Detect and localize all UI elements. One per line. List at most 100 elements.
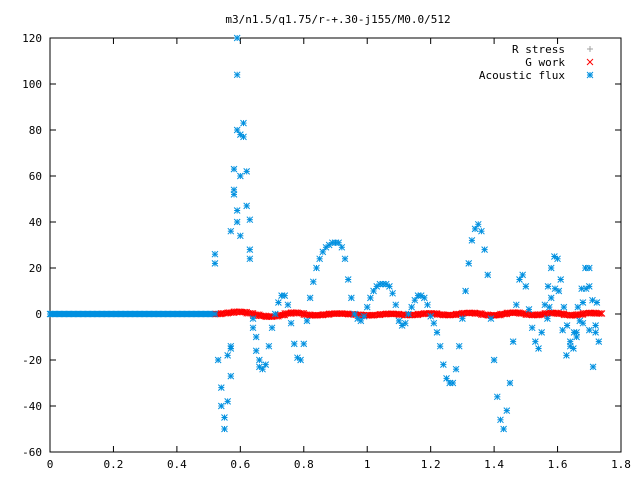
acoustic-flux-point [240,119,247,127]
g-work-point [585,309,593,317]
g-work-point [446,311,454,319]
g-work-point [554,310,561,318]
acoustic-flux-point [341,255,349,263]
g-work-point [230,308,238,316]
g-work-point [389,310,396,318]
x-tick-label: 1.4 [484,458,504,471]
g-work-point [440,311,447,319]
acoustic-flux-point [389,289,396,297]
acoustic-flux-point [271,310,279,318]
acoustic-flux-point [585,283,593,290]
acoustic-flux-point [465,260,473,267]
legend-label: G work [525,56,565,69]
g-work-point [566,312,574,319]
acoustic-flux-point [217,402,225,410]
acoustic-flux-point [528,324,536,332]
acoustic-flux-point [585,264,593,272]
g-work-point [256,312,263,320]
acoustic-flux-point [420,294,428,302]
acoustic-flux-point [493,393,501,401]
acoustic-flux-point [585,326,593,334]
acoustic-flux-point [436,342,444,350]
acoustic-flux-point [459,315,466,322]
g-work-point [522,311,530,319]
g-work-point [593,310,601,317]
acoustic-flux-point [256,356,263,364]
acoustic-flux-point [455,342,463,350]
acoustic-flux-point [224,352,231,359]
x-tick-label: 0.6 [230,458,250,471]
acoustic-flux-point [589,363,597,371]
g-work-point [471,310,479,317]
acoustic-flux-point [538,329,546,336]
acoustic-flux-point [338,243,346,251]
acoustic-flux-point [236,232,244,240]
legend-label: Acoustic flux [479,69,565,82]
acoustic-flux-point [211,310,219,318]
acoustic-flux-point [262,361,270,368]
acoustic-flux-point [440,361,447,368]
g-work-point [598,310,606,317]
acoustic-flux-point [547,294,555,302]
legend-marker [587,46,593,52]
acoustic-flux-point [500,425,507,433]
y-tick-label: -40 [22,400,42,413]
g-work-point [332,310,339,317]
g-work-point [278,311,285,319]
acoustic-flux-point [252,333,260,341]
x-tick-label: 0.8 [294,458,314,471]
g-work-point [414,310,422,318]
acoustic-flux-point [408,303,415,311]
acoustic-flux-point [427,312,435,320]
acoustic-flux-point [344,276,352,283]
acoustic-flux-point [522,283,530,290]
acoustic-flux-point [557,276,565,283]
g-work-point [535,311,542,318]
acoustic-flux-point [554,255,561,263]
g-work-point [376,310,384,318]
acoustic-flux-point [487,315,495,322]
acoustic-flux-point [211,250,219,258]
g-work-point [497,310,504,318]
acoustic-flux-point [306,294,314,302]
acoustic-flux-point [224,398,231,405]
acoustic-flux-point [535,345,542,352]
chart-title: m3/n1.5/q1.75/r-+.30-j155/M0.0/512 [225,13,450,26]
acoustic-flux-point [545,303,553,311]
g-work-point [541,309,549,317]
acoustic-flux-point [360,312,368,320]
g-work-point [243,309,251,317]
g-work-point [503,309,511,317]
acoustic-flux-point [544,315,551,322]
acoustic-flux-point [281,292,289,299]
acoustic-flux-point [211,260,219,267]
acoustic-flux-point [503,407,511,414]
g-work-point [370,311,377,319]
acoustic-flux-point [474,220,482,228]
acoustic-flux-point [246,255,254,263]
acoustic-flux-point [563,352,570,359]
acoustic-flux-point [287,319,295,327]
plot-area [46,34,606,433]
acoustic-flux-point [531,338,539,345]
g-work-point [595,310,603,317]
g-work-point [528,311,536,319]
g-work-point [420,309,428,317]
g-work-point [592,310,599,317]
acoustic-flux-point [478,227,485,235]
acoustic-flux-point [309,278,317,286]
acoustic-flux-point [227,345,235,352]
g-work-point [281,310,289,317]
acoustic-flux-point [555,287,563,295]
acoustic-flux-point [424,301,431,309]
acoustic-flux-point [392,301,400,309]
acoustic-flux-point [227,227,235,235]
acoustic-flux-point [243,168,251,175]
acoustic-flux-point [300,340,308,348]
g-work-point [459,309,466,317]
g-work-point [547,309,555,317]
acoustic-flux-point [363,303,371,311]
acoustic-flux-point [544,283,552,290]
